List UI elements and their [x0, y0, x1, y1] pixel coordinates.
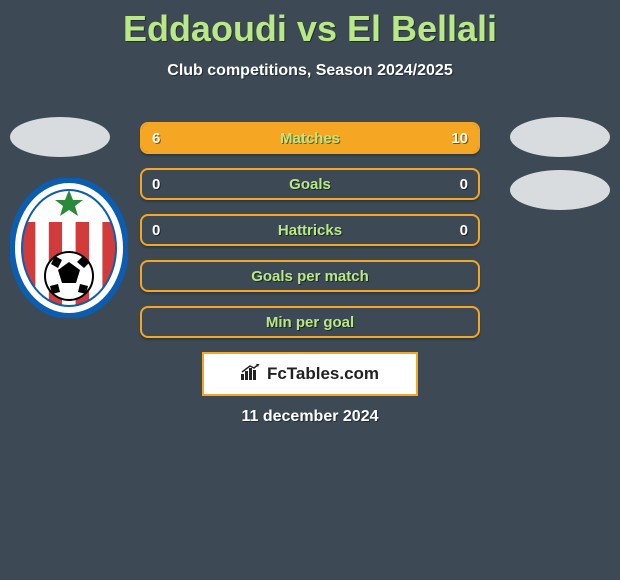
- brand-box: FcTables.com: [202, 352, 418, 396]
- subtitle: Club competitions, Season 2024/2025: [0, 62, 620, 80]
- brand-chart-icon: [241, 364, 261, 385]
- comparison-bars: 610Matches 00Goals 00Hattricks Goals per ma…: [140, 122, 480, 352]
- bar-label: Min per goal: [142, 308, 478, 336]
- player-right-avatar: [510, 117, 610, 157]
- club-right-avatar: [510, 170, 610, 210]
- club-left-badge: [10, 178, 128, 318]
- bar-label: Hattricks: [142, 216, 478, 244]
- bar-label: Goals: [142, 170, 478, 198]
- page-title: Eddaoudi vs El Bellali: [0, 0, 620, 50]
- bar-row: Min per goal: [140, 306, 480, 338]
- bar-label: Goals per match: [142, 262, 478, 290]
- bar-row: Goals per match: [140, 260, 480, 292]
- player-left-avatar: [10, 117, 110, 157]
- bar-row: 00Hattricks: [140, 214, 480, 246]
- bar-row: 610Matches: [140, 122, 480, 154]
- bar-row: 00Goals: [140, 168, 480, 200]
- bar-label: Matches: [142, 124, 478, 152]
- date-text: 11 december 2024: [0, 408, 620, 426]
- brand-text: FcTables.com: [267, 364, 379, 384]
